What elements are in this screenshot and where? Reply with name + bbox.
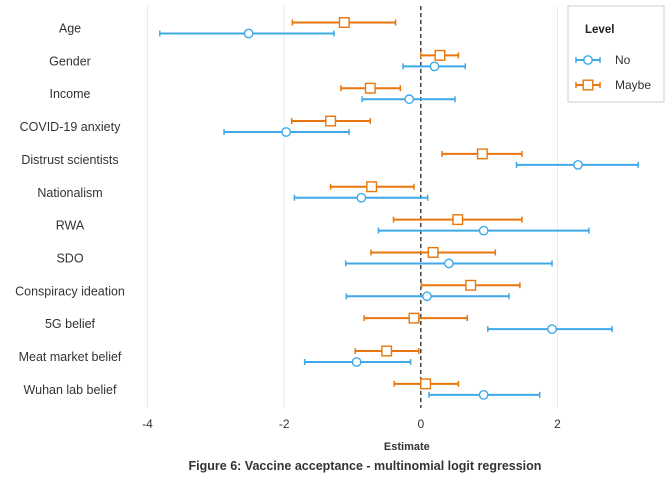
y-axis-labels: Age Gender Income COVID-19 anxiety Distrust … [15,22,125,397]
legend-key-marker [583,55,593,65]
estimate-point [351,357,362,367]
y-axis-label: SDO [56,251,83,265]
estimate-point [420,378,432,390]
x-axis-tick-label: -2 [279,417,290,431]
y-axis-label: Wuhan lab belief [24,383,117,397]
estimate-point [443,258,454,269]
y-axis-label: Conspiracy ideation [15,284,125,298]
grid-lines [147,6,558,408]
x-axis-tick-label: 0 [417,417,424,431]
series-layer [159,17,639,400]
y-axis-label: Nationalism [37,186,102,200]
legend-label: No [615,53,631,67]
estimate-point [573,159,583,170]
series-no [159,28,639,400]
estimate-point [476,148,488,160]
y-axis-label: COVID-19 anxiety [20,120,121,134]
x-axis-tick-label: 2 [554,417,561,431]
estimate-point [422,291,432,302]
estimate-point [427,246,439,258]
estimate-point [366,181,378,193]
estimate-point [408,312,420,324]
estimate-point [381,345,393,357]
legend-key-marker [582,79,594,91]
estimate-point [338,17,350,29]
legend-title: Level [585,24,614,36]
legend-label: Maybe [615,78,651,92]
estimate-point [281,127,292,137]
estimate-point [356,192,367,203]
series-maybe [290,17,523,390]
estimate-point [478,225,489,236]
y-axis-label: Income [50,87,91,101]
y-axis-label: Meat market belief [19,350,122,364]
x-axis-tick-labels: -4 -2 0 2 [142,417,561,431]
estimate-point [478,389,489,400]
legend-item-maybe: Maybe [575,78,651,92]
estimate-point [404,94,415,105]
estimate-point [547,324,557,335]
chart-caption: Figure 6: Vaccine acceptance - multinomi… [189,459,542,473]
legend-item-no: No [575,53,631,67]
y-axis-label: 5G belief [45,317,96,331]
legend: Level No Maybe [567,5,665,103]
x-axis-tick-label: -4 [142,417,153,431]
estimate-point [434,49,446,61]
estimate-point [465,279,477,291]
y-axis-label: RWA [56,219,85,233]
estimate-point [429,61,440,72]
estimate-point [452,214,464,226]
y-axis-label: Distrust scientists [21,153,118,167]
estimate-point [364,82,376,94]
x-axis-title: Estimate [384,441,430,453]
estimate-point [325,115,337,127]
y-axis-label: Age [59,22,81,36]
y-axis-label: Gender [49,54,91,68]
estimate-point [243,28,254,39]
